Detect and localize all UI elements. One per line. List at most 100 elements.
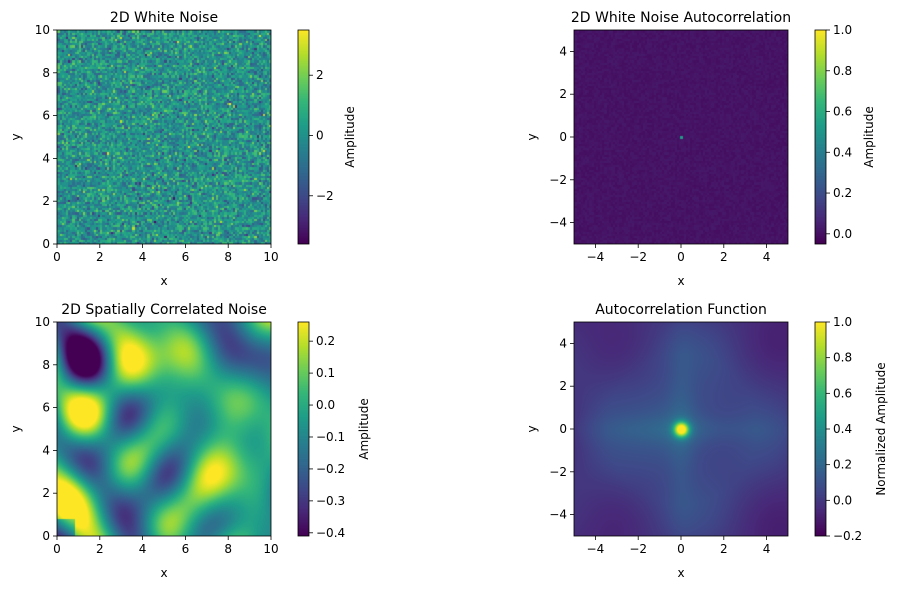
colorbar [815, 30, 826, 244]
x-ticks: −4 −2 0 2 4 [587, 244, 771, 264]
colorbar-tick-label: −0.2 [316, 462, 345, 476]
x-tick-label: 0 [53, 250, 61, 264]
colorbar-tick-label: 0.6 [833, 105, 852, 119]
colorbar-tick-label: 0.2 [833, 458, 852, 472]
y-axis-label: y [9, 425, 23, 432]
colorbar-ticks: 1.0 0.8 0.6 0.4 0.2 0.0 [826, 23, 852, 241]
colorbar-tick-label: −0.1 [316, 430, 345, 444]
heatmap-image [574, 322, 788, 536]
colorbar-tick-label: 0.2 [316, 334, 335, 348]
y-tick-label: 10 [35, 23, 50, 37]
panel-title: Autocorrelation Function [595, 302, 767, 318]
y-ticks: 0 2 4 6 8 10 [35, 23, 57, 251]
x-tick-label: 2 [96, 542, 104, 556]
plot-frame [56, 29, 272, 245]
x-tick-label: 8 [224, 250, 232, 264]
colorbar-tick-label: 0 [316, 128, 324, 142]
y-tick-label: 2 [42, 194, 50, 208]
colorbar-label: Amplitude [357, 398, 371, 460]
y-axis-label: y [525, 425, 539, 432]
x-tick-label: 6 [182, 542, 190, 556]
colorbar-tick-label: 0.0 [833, 227, 852, 241]
x-tick-label: −4 [587, 250, 605, 264]
colorbar-tick-label: −0.2 [833, 529, 862, 543]
colorbar [298, 30, 309, 244]
y-tick-label: 6 [42, 401, 50, 415]
x-tick-label: 4 [763, 542, 771, 556]
colorbar-tick-label: 1.0 [833, 23, 852, 37]
x-tick-label: 8 [224, 542, 232, 556]
x-tick-label: −2 [629, 542, 647, 556]
x-tick-label: 0 [677, 250, 685, 264]
x-axis-label: x [677, 566, 684, 580]
colorbar-tick-label: 0.0 [833, 493, 852, 507]
colorbar-ticks: 1.0 0.8 0.6 0.4 0.2 0.0 −0.2 [826, 315, 862, 543]
y-tick-label: −4 [549, 508, 567, 522]
colorbar-ticks: 0.2 0.1 0.0 −0.1 −0.2 −0.3 −0.4 [309, 334, 345, 540]
heatmap-image [574, 30, 788, 244]
y-tick-label: −4 [549, 216, 567, 230]
y-axis-label: y [9, 133, 23, 140]
x-ticks: 0 2 4 6 8 10 [53, 536, 279, 556]
colorbar-label: Amplitude [343, 106, 357, 168]
colorbar-tick-label: 0.4 [833, 422, 852, 436]
colorbar-tick-label: 0.8 [833, 351, 852, 365]
colorbar-tick-label: 2 [316, 68, 324, 82]
y-tick-label: 0 [42, 237, 50, 251]
x-tick-label: −2 [629, 250, 647, 264]
y-ticks: 0 2 4 6 8 10 [35, 315, 57, 543]
colorbar-ticks: 2 0 −2 [309, 68, 334, 203]
y-tick-label: 4 [559, 336, 567, 350]
x-tick-label: 0 [53, 542, 61, 556]
y-tick-label: 4 [42, 151, 50, 165]
colorbar-frame [297, 29, 310, 245]
y-tick-label: 8 [42, 66, 50, 80]
heatmap-image [57, 30, 271, 244]
y-tick-label: 0 [42, 529, 50, 543]
y-tick-label: 2 [559, 379, 567, 393]
colorbar-tick-label: 0.4 [833, 145, 852, 159]
x-tick-label: 10 [263, 542, 278, 556]
colorbar-tick-label: 0.0 [316, 398, 335, 412]
heatmap-image [57, 322, 271, 536]
plot-frame [56, 321, 272, 537]
panel-title: 2D White Noise Autocorrelation [571, 10, 791, 26]
x-tick-label: 2 [720, 250, 728, 264]
colorbar [815, 322, 826, 536]
x-axis-label: x [160, 566, 167, 580]
panel-white-noise-autocorrelation: 2D White Noise Autocorrelation −4 −2 0 2 4 −… [525, 10, 876, 288]
y-ticks: −4 −2 0 2 4 [549, 44, 574, 230]
colorbar [298, 322, 309, 536]
colorbar-tick-label: 0.1 [316, 366, 335, 380]
y-tick-label: 2 [42, 486, 50, 500]
panel-title: 2D White Noise [110, 10, 218, 26]
y-tick-label: 4 [42, 443, 50, 457]
x-tick-label: 2 [96, 250, 104, 264]
colorbar-tick-label: 0.8 [833, 64, 852, 78]
x-tick-label: 6 [182, 250, 190, 264]
y-tick-label: 8 [42, 358, 50, 372]
colorbar-tick-label: 1.0 [833, 315, 852, 329]
x-tick-label: −4 [587, 542, 605, 556]
x-axis-label: x [160, 274, 167, 288]
colorbar-tick-label: 0.6 [833, 386, 852, 400]
panel-autocorrelation-function: Autocorrelation Function −4 −2 0 2 4 −4 −2 0 2 4… [525, 302, 888, 580]
colorbar-tick-label: −0.4 [316, 526, 345, 540]
colorbar-frame [297, 321, 310, 537]
y-tick-label: 0 [559, 130, 567, 144]
y-tick-label: 2 [559, 87, 567, 101]
colorbar-tick-label: −0.3 [316, 494, 345, 508]
x-tick-label: 4 [763, 250, 771, 264]
colorbar-frame [814, 29, 827, 245]
panel-title: 2D Spatially Correlated Noise [61, 302, 267, 318]
y-tick-label: 10 [35, 315, 50, 329]
x-tick-label: 4 [139, 250, 147, 264]
y-tick-label: 0 [559, 422, 567, 436]
x-axis-label: x [677, 274, 684, 288]
x-tick-label: 0 [677, 542, 685, 556]
y-tick-label: −2 [549, 465, 567, 479]
y-ticks: −4 −2 0 2 4 [549, 336, 574, 522]
y-tick-label: −2 [549, 173, 567, 187]
